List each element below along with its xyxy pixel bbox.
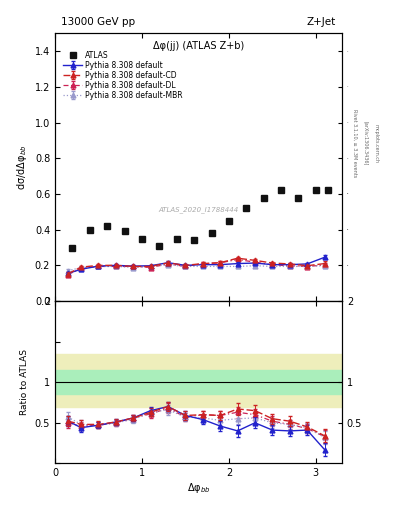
ATLAS (70, 244, 75, 250)
Text: [arXiv:1306.3436]: [arXiv:1306.3436] (364, 121, 369, 165)
ATLAS (192, 237, 196, 243)
Legend: ATLAS, Pythia 8.308 default, Pythia 8.308 default-CD, Pythia 8.308 default-DL, P: ATLAS, Pythia 8.308 default, Pythia 8.30… (62, 49, 185, 102)
Text: Δφ(jj) (ATLAS Z+b): Δφ(jj) (ATLAS Z+b) (153, 41, 244, 51)
ATLAS (105, 223, 110, 229)
Text: mcplots.cern.ch: mcplots.cern.ch (373, 124, 378, 163)
Text: 13000 GeV pp: 13000 GeV pp (61, 16, 135, 27)
ATLAS (140, 236, 144, 242)
ATLAS (296, 195, 301, 201)
ATLAS (279, 187, 283, 194)
Text: ATLAS_2020_I1788444: ATLAS_2020_I1788444 (158, 207, 239, 214)
Bar (55, 370, 342, 394)
ATLAS (87, 227, 92, 233)
X-axis label: Δφ$_{bb}$: Δφ$_{bb}$ (187, 481, 210, 495)
ATLAS (157, 243, 162, 249)
Text: Rivet 3.1.10, ≥ 3.3M events: Rivet 3.1.10, ≥ 3.3M events (352, 109, 357, 178)
Y-axis label: Ratio to ATLAS: Ratio to ATLAS (20, 349, 29, 415)
Bar (55, 354, 342, 407)
ATLAS (122, 228, 127, 234)
Y-axis label: dσ/dΔφ$_{bb}$: dσ/dΔφ$_{bb}$ (15, 144, 29, 190)
ATLAS (174, 236, 179, 242)
Text: Z+Jet: Z+Jet (307, 16, 336, 27)
ATLAS (209, 230, 214, 237)
ATLAS (326, 187, 331, 194)
ATLAS (261, 195, 266, 201)
ATLAS (226, 218, 231, 224)
Line: ATLAS: ATLAS (70, 187, 331, 250)
ATLAS (244, 205, 249, 211)
ATLAS (314, 187, 318, 194)
